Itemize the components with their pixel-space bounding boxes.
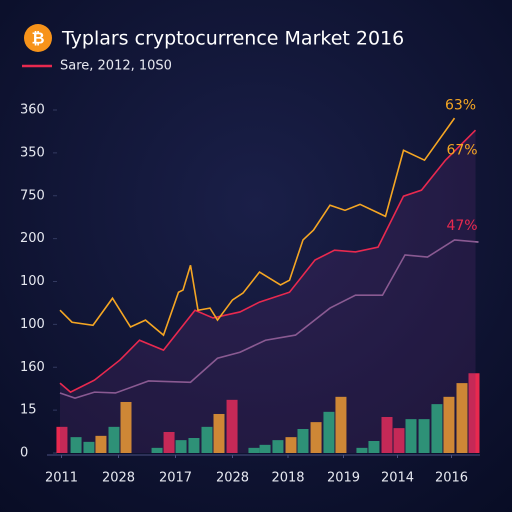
bar	[83, 441, 95, 453]
y-tick-label: 750	[20, 188, 45, 203]
bar	[226, 399, 238, 453]
bar	[70, 437, 82, 453]
bar	[310, 422, 322, 453]
bar	[285, 437, 297, 453]
y-tick-label: 0	[20, 446, 28, 461]
area	[60, 130, 476, 453]
line	[59, 239, 479, 399]
y-tick-label: 350	[20, 145, 45, 160]
x-tick-label: 2019	[327, 471, 360, 486]
x-tick-label: 2028	[216, 471, 249, 486]
annotation: 47%	[446, 218, 477, 234]
bar	[335, 396, 347, 453]
bar	[201, 426, 213, 453]
bar	[108, 426, 120, 453]
x-tick-label: 2028	[102, 471, 135, 486]
bar	[163, 431, 175, 453]
chart-title: Typlars cryptocurrence Market 2016	[61, 28, 404, 50]
bar	[431, 404, 443, 453]
y-tick-label: 100	[20, 274, 45, 289]
line	[59, 117, 456, 337]
bar	[151, 447, 163, 453]
bar	[213, 413, 225, 453]
x-tick-label: 2014	[381, 471, 414, 486]
annotation: 63%	[445, 98, 476, 114]
y-tick-label: 100	[20, 317, 45, 332]
bar	[272, 440, 284, 453]
y-tick-label: 200	[20, 231, 45, 246]
x-tick-label: 2018	[271, 471, 304, 486]
y-tick-label: 160	[20, 360, 45, 375]
bar	[443, 396, 455, 453]
bar	[248, 447, 260, 453]
bar	[468, 373, 480, 453]
bar	[368, 440, 380, 453]
annotation: 67%	[446, 143, 477, 159]
x-tick-label: 2011	[45, 471, 78, 486]
y-tick-label: 360	[20, 103, 45, 118]
x-tick-label: 2016	[435, 471, 468, 486]
coin-symbol: ₿	[31, 29, 44, 48]
line	[59, 129, 477, 394]
coin-icon	[24, 24, 52, 52]
bar	[95, 435, 107, 453]
bar	[405, 419, 417, 453]
bar	[175, 440, 187, 453]
bar	[120, 401, 132, 453]
bar	[188, 437, 200, 453]
bar	[381, 416, 393, 453]
bar	[297, 428, 309, 453]
legend-label: Sare, 2012, 10S0	[60, 59, 172, 74]
x-tick-label: 2017	[159, 471, 192, 486]
bar	[418, 419, 430, 453]
bar	[259, 444, 271, 453]
bar	[323, 411, 335, 453]
bar	[393, 428, 405, 453]
bar	[456, 383, 468, 453]
bar	[56, 426, 68, 453]
bar	[356, 447, 368, 453]
y-tick-label: 15	[20, 403, 37, 418]
